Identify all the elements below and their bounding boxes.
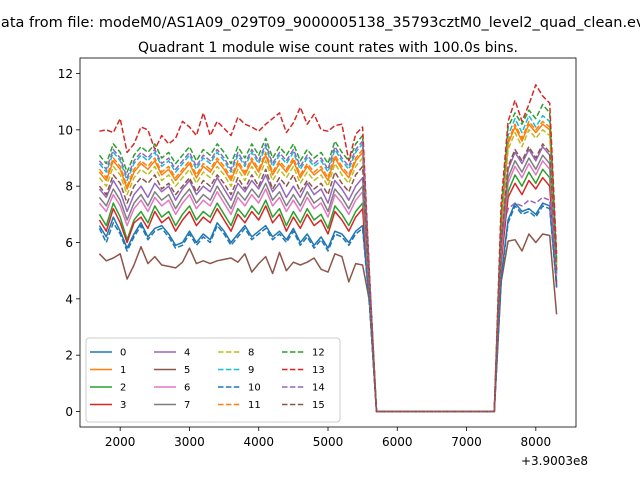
y-tick-label: 6	[65, 236, 73, 250]
y-tick-label: 10	[58, 123, 73, 137]
chart-title: Quadrant 1 module wise count rates with …	[138, 40, 518, 56]
y-tick-label: 0	[65, 405, 73, 419]
x-tick-label: 5000	[313, 435, 344, 449]
x-tick-label: 4000	[243, 435, 274, 449]
x-offset-label: +3.9003e8	[521, 454, 588, 468]
y-tick-label: 12	[58, 67, 73, 81]
legend-box	[85, 337, 341, 423]
legend-label-12: 12	[312, 348, 325, 359]
plot-area: 2000 3000 4000 5000 6000 7000 8000024681012+3.…	[58, 57, 588, 468]
legend-label-10: 10	[248, 383, 261, 394]
legend-label-5: 5	[184, 365, 190, 376]
figure-suptitle: Data from file: modeM0/AS1A09_029T09_900…	[0, 15, 640, 31]
x-tick-label: 6000	[382, 435, 413, 449]
x-tick-label: 3000	[174, 435, 205, 449]
x-tick-label: 7000	[451, 435, 482, 449]
legend-label-15: 15	[312, 400, 325, 411]
legend-label-6: 6	[184, 383, 190, 394]
legend-label-11: 11	[248, 400, 261, 411]
y-tick-label: 8	[65, 180, 73, 194]
series-line-13	[99, 84, 558, 413]
series-group	[98, 84, 558, 413]
legend-label-1: 1	[120, 365, 126, 376]
legend-label-4: 4	[184, 348, 190, 359]
x-tick-label: 2000	[105, 435, 136, 449]
series-line-10	[98, 205, 558, 413]
legend-label-0: 0	[120, 348, 126, 359]
y-tick-label: 2	[65, 349, 73, 363]
y-tick-label: 4	[65, 292, 73, 306]
legend-label-13: 13	[312, 365, 325, 376]
legend-label-9: 9	[248, 365, 254, 376]
legend-label-2: 2	[120, 383, 126, 394]
legend-label-7: 7	[184, 400, 190, 411]
legend-label-8: 8	[248, 348, 254, 359]
legend-label-14: 14	[312, 383, 325, 394]
x-tick-label: 8000	[521, 435, 552, 449]
legend-label-3: 3	[120, 400, 126, 411]
